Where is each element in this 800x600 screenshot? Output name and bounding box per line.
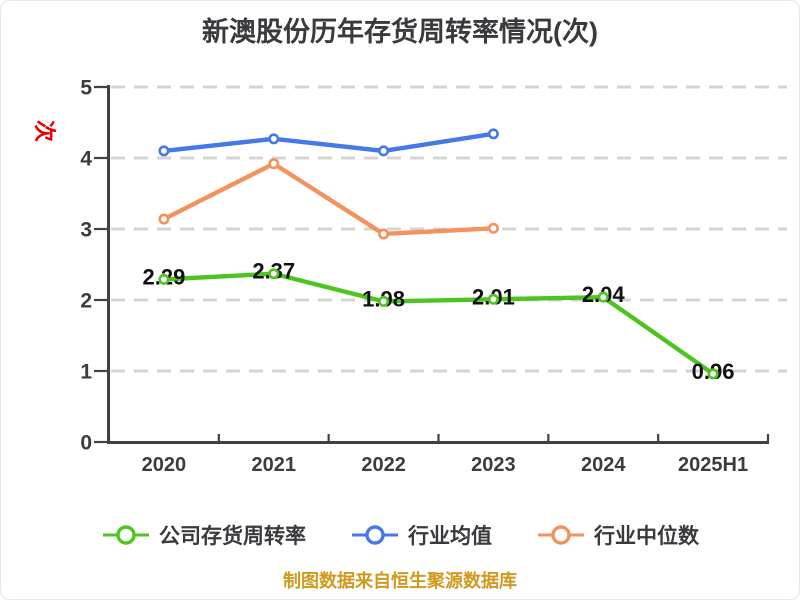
x-tick-label: 2021 (252, 454, 297, 476)
data-source-caption: 制图数据来自恒生聚源数据库 (283, 571, 517, 591)
series-line-company-inventory-turnover (161, 271, 716, 377)
legend-label-industry-average: 行业均值 (408, 525, 492, 548)
legend-item-industry-median: 行业中位数 (538, 519, 699, 551)
legend-item-company-turnover: 公司存货周转率 (103, 519, 306, 551)
legend: 公司存货周转率 行业均值 行业中位数 (1, 519, 799, 551)
x-tick-label: 2020 (142, 454, 187, 476)
data-point-marker (597, 291, 609, 303)
y-tick-label: 5 (80, 77, 92, 100)
legend-marker-industry-average-icon (352, 525, 398, 545)
y-tick-label: 4 (80, 148, 92, 171)
data-point-marker (158, 273, 170, 285)
data-point-marker (487, 222, 499, 234)
x-tick-label: 2023 (471, 454, 516, 476)
data-point-marker (378, 228, 390, 240)
data-point-marker (378, 295, 390, 307)
data-point-marker (707, 368, 719, 380)
data-point-marker (487, 293, 499, 305)
legend-label-company-turnover: 公司存货周转率 (159, 525, 306, 548)
data-point-marker (268, 133, 280, 145)
legend-marker-company-icon (103, 525, 149, 545)
y-tick-label: 2 (80, 290, 92, 313)
x-tick-label: 2024 (581, 454, 626, 476)
x-tick-label: 2025H1 (678, 454, 748, 476)
legend-label-industry-median: 行业中位数 (594, 525, 699, 548)
data-point-marker (268, 268, 280, 280)
y-tick-label: 0 (80, 432, 92, 455)
series-line-industry-average (161, 131, 496, 154)
data-point-marker (158, 145, 170, 157)
data-point-marker (378, 145, 390, 157)
legend-marker-industry-median-icon (538, 525, 584, 545)
data-point-marker (268, 158, 280, 170)
data-point-marker (158, 213, 170, 225)
data-point-marker (487, 128, 499, 140)
y-tick-label: 3 (80, 219, 92, 242)
x-tick-label: 2022 (361, 454, 406, 476)
y-tick-label: 1 (80, 361, 92, 384)
chart-title: 新澳股份历年存货周转率情况(次) (202, 17, 598, 47)
series-line-industry-median (161, 161, 496, 237)
legend-item-industry-average: 行业均值 (352, 519, 492, 551)
